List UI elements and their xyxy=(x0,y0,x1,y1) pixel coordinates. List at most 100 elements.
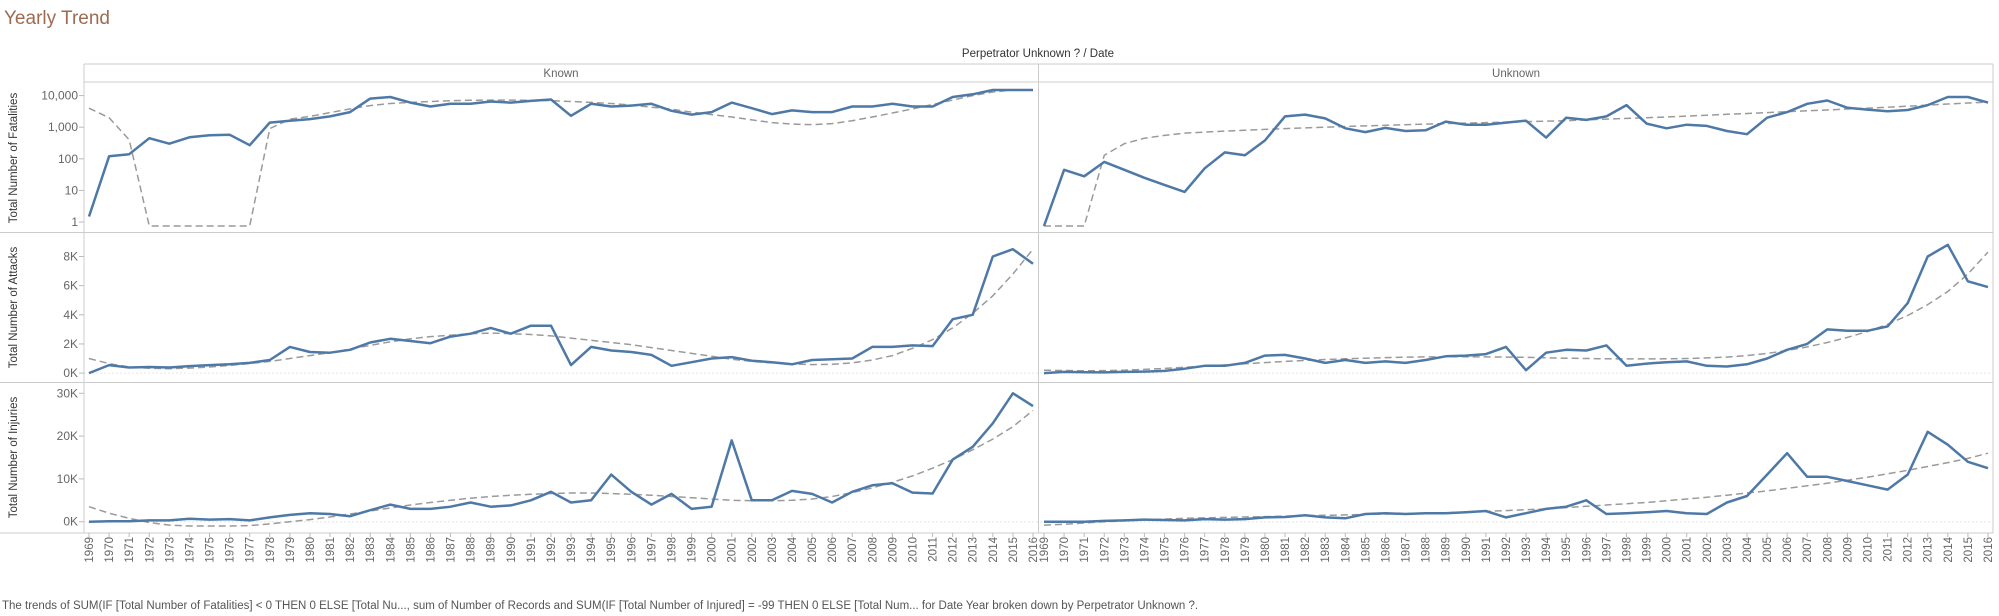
x-tick-label: 2004 xyxy=(1742,536,1754,562)
x-tick-label: 1991 xyxy=(526,537,538,563)
x-tick-label: 1992 xyxy=(546,537,558,563)
x-tick-label: 1987 xyxy=(446,537,458,563)
x-tick-label: 1974 xyxy=(184,536,196,562)
x-tick-label: 1998 xyxy=(1621,537,1633,563)
x-tick-label: 2000 xyxy=(1662,537,1674,563)
x-tick-label: 2014 xyxy=(1943,536,1955,562)
x-tick-label: 1969 xyxy=(1039,537,1051,563)
panel-1-0 xyxy=(88,247,1034,375)
series-line-2-1 xyxy=(1044,430,1989,523)
panel-0-1 xyxy=(1042,95,1989,227)
x-tick-label: 1986 xyxy=(425,537,437,563)
panel-1-1 xyxy=(1043,243,1989,375)
x-tick-label: 2002 xyxy=(747,537,759,563)
x-tick-label: 1983 xyxy=(365,537,377,563)
x-tick-label: 1982 xyxy=(1300,537,1312,563)
x-tick-label: 1975 xyxy=(1160,537,1172,563)
row-label-2: Total Number of Injuries xyxy=(8,397,20,519)
x-tick-label: 1987 xyxy=(1401,537,1413,563)
x-tick-label: 1969 xyxy=(84,537,96,563)
y-tick-label: 1 xyxy=(71,215,78,229)
series-line-2-0 xyxy=(88,392,1034,523)
x-tick-label: 1993 xyxy=(566,537,578,563)
y-tick-label: 30K xyxy=(57,386,78,400)
x-tick-label: 1994 xyxy=(586,536,598,562)
x-tick-label: 1978 xyxy=(265,537,277,563)
y-tick-label: 6K xyxy=(63,279,78,293)
x-tick-label: 1991 xyxy=(1481,537,1493,563)
x-tick-label: 1988 xyxy=(466,537,478,563)
x-tick-label: 1984 xyxy=(1340,536,1352,562)
series-line-0-0 xyxy=(87,88,1033,217)
y-tick-label: 0K xyxy=(63,515,78,529)
row-label-1: Total Number of Attacks xyxy=(8,247,20,369)
y-tick-label: 100 xyxy=(58,152,78,166)
x-tick-label: 2016 xyxy=(1983,537,1995,563)
y-tick-label: 8K xyxy=(63,249,78,263)
x-tick-label: 2002 xyxy=(1702,537,1714,563)
x-tick-label: 1994 xyxy=(1541,536,1553,562)
x-tick-label: 2015 xyxy=(1963,537,1975,563)
x-tick-label: 1990 xyxy=(1461,537,1473,563)
x-tick-label: 2011 xyxy=(1883,537,1895,562)
x-tick-label: 2008 xyxy=(1822,537,1834,563)
x-tick-label: 1972 xyxy=(1099,537,1111,563)
x-tick-label: 1989 xyxy=(1441,537,1453,563)
x-tick-label: 1976 xyxy=(1180,537,1192,563)
x-tick-label: 1990 xyxy=(506,537,518,563)
x-tick-label: 1970 xyxy=(1059,537,1071,563)
x-tick-label: 1976 xyxy=(225,537,237,563)
x-tick-label: 2001 xyxy=(727,537,739,563)
column-header-known: Known xyxy=(543,68,578,80)
x-tick-label: 1999 xyxy=(687,537,699,563)
x-tick-label: 2003 xyxy=(767,537,779,563)
x-tick-label: 2010 xyxy=(1862,537,1874,563)
x-tick-label: 1997 xyxy=(646,537,658,563)
x-tick-label: 1970 xyxy=(104,537,116,563)
x-tick-label: 2004 xyxy=(787,536,799,562)
x-tick-label: 2007 xyxy=(1802,537,1814,563)
x-tick-label: 2006 xyxy=(1782,537,1794,563)
x-tick-label: 1971 xyxy=(1079,537,1091,563)
trend-line-2-0 xyxy=(88,409,1034,527)
row-label-0: Total Number of Fatalities xyxy=(8,93,20,224)
x-tick-label: 1982 xyxy=(345,537,357,563)
x-tick-label: 1995 xyxy=(606,537,618,563)
x-tick-label: 1988 xyxy=(1421,537,1433,563)
x-tick-label: 2007 xyxy=(847,537,859,563)
x-tick-label: 2013 xyxy=(1923,537,1935,563)
y-tick-label: 20K xyxy=(57,429,78,443)
x-tick-label: 1980 xyxy=(305,537,317,563)
x-tick-label: 2003 xyxy=(1722,537,1734,563)
y-tick-label: 10 xyxy=(65,183,79,197)
trend-line-1-1 xyxy=(1043,251,1989,372)
series-line-0-1 xyxy=(1042,95,1989,227)
x-tick-label: 2001 xyxy=(1682,537,1694,563)
x-tick-label: 1996 xyxy=(626,537,638,563)
x-tick-label: 2008 xyxy=(867,537,879,563)
x-tick-label: 1985 xyxy=(1360,537,1372,563)
x-tick-label: 2015 xyxy=(1008,537,1020,563)
x-tick-label: 2006 xyxy=(827,537,839,563)
series-line-1-0 xyxy=(88,247,1034,375)
y-tick-label: 10,000 xyxy=(41,89,78,103)
x-tick-label: 1999 xyxy=(1642,537,1654,563)
y-tick-label: 2K xyxy=(63,337,78,351)
x-tick-label: 2014 xyxy=(988,536,1000,562)
x-tick-label: 2011 xyxy=(928,537,940,562)
x-tick-label: 1989 xyxy=(486,537,498,563)
x-tick-label: 1971 xyxy=(124,537,136,563)
y-tick-label: 10K xyxy=(57,472,78,486)
x-tick-label: 1998 xyxy=(666,537,678,563)
panel-2-1 xyxy=(1043,430,1989,526)
x-tick-label: 1977 xyxy=(1200,537,1212,563)
x-tick-label: 2016 xyxy=(1028,537,1040,563)
x-tick-label: 1975 xyxy=(205,537,217,563)
x-tick-label: 1981 xyxy=(1280,537,1292,563)
trend-line-2-1 xyxy=(1043,452,1989,526)
chart-header-title: Perpetrator Unknown ? / Date xyxy=(962,48,1114,60)
series-line-1-1 xyxy=(1043,243,1989,375)
panel-0-0 xyxy=(87,88,1033,227)
x-tick-label: 1978 xyxy=(1220,537,1232,563)
